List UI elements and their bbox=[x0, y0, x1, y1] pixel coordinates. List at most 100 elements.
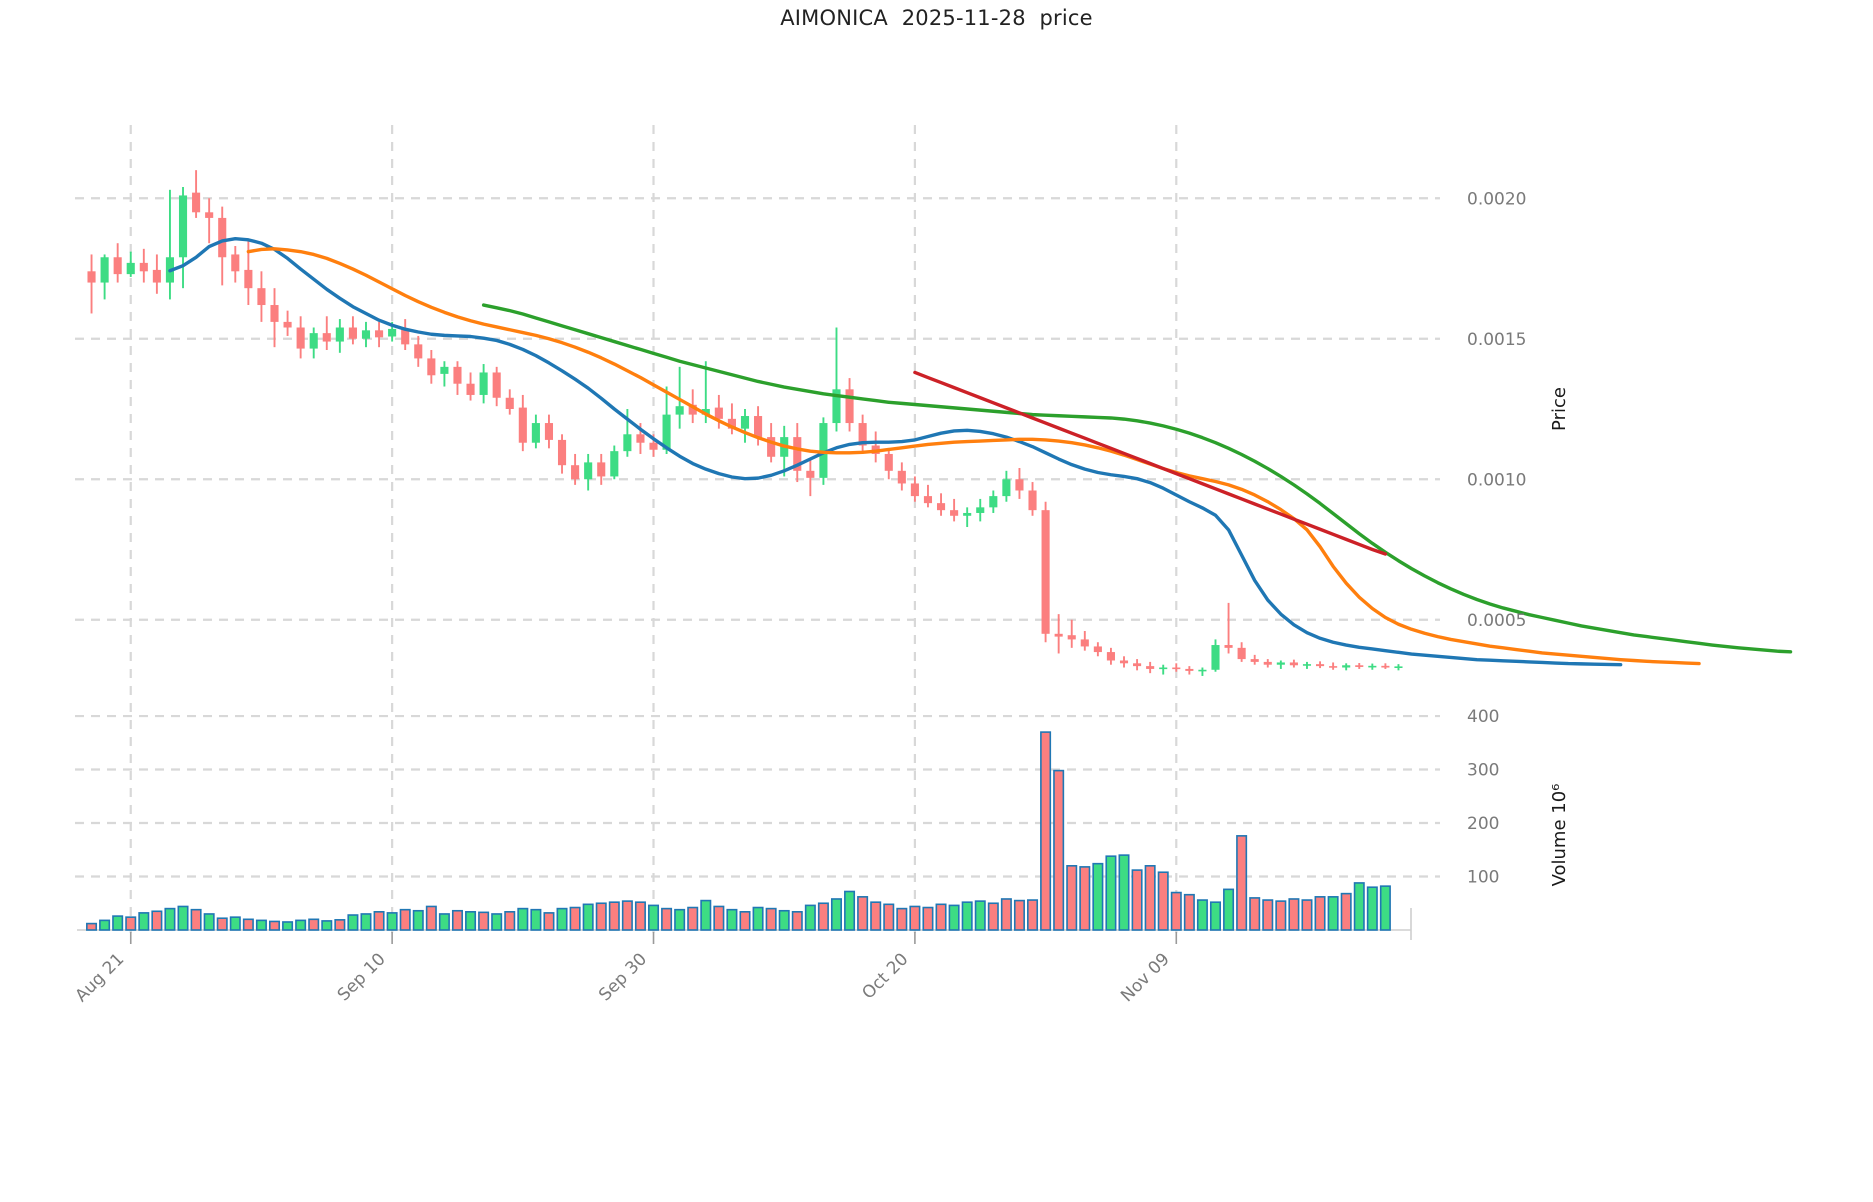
candlestick bbox=[1289, 659, 1298, 668]
candlestick bbox=[897, 462, 906, 491]
volume-bar bbox=[386, 912, 398, 931]
volume-bar bbox=[1027, 899, 1039, 931]
volume-bar bbox=[1249, 897, 1261, 931]
candlestick bbox=[401, 319, 410, 350]
volume-bar bbox=[1314, 896, 1326, 931]
candlestick bbox=[1315, 661, 1325, 669]
volume-bar bbox=[425, 905, 437, 931]
candlestick-series bbox=[87, 170, 1403, 676]
candlestick bbox=[1250, 654, 1259, 665]
candlestick bbox=[87, 254, 96, 314]
candlestick bbox=[283, 310, 292, 336]
candlestick bbox=[165, 189, 175, 300]
volume-bar bbox=[99, 919, 111, 931]
candlestick bbox=[1355, 663, 1364, 669]
volume-bar bbox=[1131, 869, 1143, 931]
candlestick bbox=[231, 246, 240, 283]
candlestick bbox=[1198, 667, 1207, 676]
price-tick-label: 0.0010 bbox=[1467, 470, 1526, 490]
candlestick bbox=[1224, 602, 1233, 654]
volume-bar bbox=[1144, 865, 1156, 931]
x-tick-label: Aug 21 bbox=[72, 949, 129, 1006]
candlestick bbox=[1146, 661, 1155, 674]
volume-bar bbox=[86, 922, 98, 931]
volume-tick-label: 300 bbox=[1467, 761, 1499, 781]
candlestick bbox=[963, 507, 972, 528]
volume-bar bbox=[844, 890, 856, 931]
volume-bar bbox=[1013, 899, 1025, 931]
ma-line bbox=[246, 247, 1701, 666]
volume-bar bbox=[151, 910, 163, 931]
candlestick bbox=[1002, 470, 1011, 502]
volume-bar bbox=[1327, 896, 1339, 931]
candlestick bbox=[1237, 642, 1246, 662]
volume-bar bbox=[1275, 900, 1287, 931]
volume-bar bbox=[804, 904, 816, 931]
volume-bar bbox=[530, 908, 542, 931]
candlestick bbox=[205, 198, 214, 244]
volume-bar bbox=[896, 907, 908, 931]
volume-bar bbox=[216, 917, 228, 931]
volume-bar bbox=[1000, 898, 1012, 931]
volume-bar bbox=[229, 916, 241, 931]
candlestick bbox=[1028, 482, 1037, 516]
volume-axis-title: Volume 10⁶ bbox=[1549, 784, 1570, 887]
volume-bar bbox=[190, 908, 202, 931]
candlestick bbox=[453, 361, 462, 395]
volume-bar bbox=[1053, 769, 1065, 931]
volume-bar bbox=[1183, 893, 1195, 931]
volume-bar bbox=[1066, 865, 1078, 931]
volume-bar bbox=[1353, 882, 1365, 931]
volume-bar bbox=[543, 912, 555, 931]
candlestick bbox=[1054, 614, 1063, 654]
price-tick-label: 0.0015 bbox=[1467, 330, 1526, 350]
volume-bar bbox=[373, 911, 385, 931]
candlestick bbox=[492, 366, 501, 407]
volume-bar bbox=[608, 901, 620, 931]
volume-bar bbox=[883, 903, 895, 931]
candlestick bbox=[479, 364, 488, 404]
candlestick bbox=[113, 243, 122, 283]
volume-bar bbox=[491, 913, 503, 931]
candlestick bbox=[1159, 664, 1168, 675]
volume-bar bbox=[974, 900, 986, 931]
ma-line bbox=[913, 370, 1388, 556]
candlestick bbox=[1133, 659, 1142, 671]
volume-bar bbox=[1105, 855, 1117, 931]
volume-bar bbox=[1223, 888, 1235, 931]
candlestick bbox=[1067, 619, 1076, 648]
volume-bar bbox=[817, 902, 829, 931]
candlestick bbox=[518, 394, 527, 452]
volume-bar bbox=[451, 909, 463, 931]
candlestick bbox=[1041, 501, 1050, 643]
candlestick bbox=[571, 453, 580, 485]
candlestick bbox=[557, 434, 567, 474]
ma-line bbox=[481, 303, 1793, 654]
volume-bar bbox=[948, 904, 960, 931]
volume-bar bbox=[438, 913, 450, 931]
price-tick-label: 0.0005 bbox=[1467, 611, 1526, 631]
volume-bar bbox=[1079, 866, 1091, 931]
volume-bar bbox=[242, 918, 254, 931]
volume-bar bbox=[125, 916, 137, 931]
volume-tick-label: 400 bbox=[1467, 707, 1499, 727]
candlestick bbox=[440, 361, 449, 387]
candlestick bbox=[361, 321, 371, 348]
volume-bar bbox=[870, 901, 882, 931]
candlestick bbox=[270, 288, 279, 348]
candlestick bbox=[178, 187, 188, 289]
candlestick bbox=[806, 459, 815, 497]
candlestick bbox=[1093, 642, 1102, 657]
volume-bar bbox=[177, 905, 189, 931]
volume-bar bbox=[1236, 835, 1248, 931]
candlestick bbox=[936, 493, 946, 516]
price-tick-label: 0.0020 bbox=[1467, 189, 1526, 209]
volume-bar bbox=[739, 911, 751, 931]
volume-bar bbox=[857, 896, 869, 931]
volume-bar bbox=[687, 906, 699, 931]
volume-tick-label: 100 bbox=[1467, 868, 1499, 888]
candlestick bbox=[1172, 663, 1181, 672]
candlestick bbox=[727, 403, 736, 435]
volume-bar bbox=[987, 902, 999, 931]
volume-bar bbox=[778, 909, 790, 931]
